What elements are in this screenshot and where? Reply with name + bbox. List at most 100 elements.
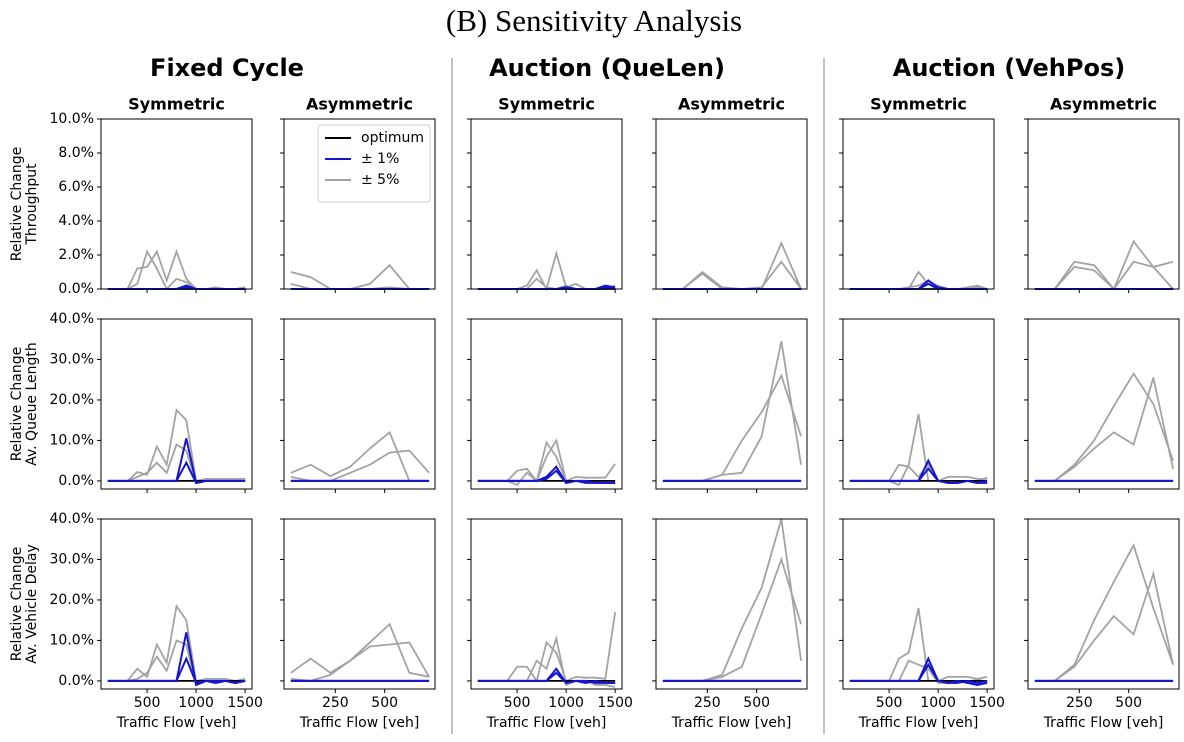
- x-tick-label: 500: [876, 695, 903, 711]
- column-title: Asymmetric: [1050, 95, 1157, 114]
- y-axis-label: Throughput: [24, 163, 40, 246]
- x-tick-label: 500: [743, 695, 770, 711]
- x-axis-label: Traffic Flow [veh]: [671, 715, 792, 731]
- axes-frame: [100, 318, 253, 490]
- x-axis-label: Traffic Flow [veh]: [116, 715, 237, 731]
- series-line: [107, 603, 246, 682]
- series-line: [662, 260, 802, 290]
- x-axis-label: Traffic Flow [veh]: [299, 715, 420, 731]
- series-line: [662, 518, 802, 682]
- group-title: Fixed Cycle: [150, 54, 304, 82]
- y-tick-label: 20.0%: [50, 392, 94, 408]
- axes-frame: [655, 318, 808, 490]
- series-line: [477, 469, 616, 485]
- y-tick-label: 40.0%: [50, 511, 94, 527]
- y-tick-label: 10.0%: [50, 111, 94, 127]
- column-title: Asymmetric: [306, 95, 413, 114]
- axes-frame: [655, 118, 808, 290]
- x-axis-label: Traffic Flow [veh]: [1043, 715, 1164, 731]
- y-axis-label: Av. Queue Length: [24, 342, 40, 466]
- x-tick-label: 1500: [597, 695, 633, 711]
- axes-frame: [100, 518, 253, 690]
- series-line: [662, 556, 802, 682]
- x-tick-label: 500: [134, 695, 161, 711]
- axes-frame: [1027, 118, 1180, 290]
- series-line: [662, 341, 802, 482]
- series-line: [662, 240, 802, 290]
- legend-label: optimum: [361, 130, 424, 146]
- x-tick-label: 1000: [178, 695, 214, 711]
- series-line: [1034, 543, 1174, 682]
- x-axis-label: Traffic Flow [veh]: [486, 715, 607, 731]
- group-title: Auction (VehPos): [893, 54, 1125, 82]
- column-title: Symmetric: [870, 95, 967, 114]
- y-tick-label: 6.0%: [58, 179, 94, 195]
- group-title: Auction (QueLen): [489, 54, 725, 82]
- x-tick-label: 250: [694, 695, 721, 711]
- series-line: [107, 656, 246, 685]
- axes-frame: [100, 118, 253, 290]
- series-line: [1034, 570, 1174, 682]
- axes-frame: [842, 518, 995, 690]
- series-line: [477, 671, 616, 685]
- series-line: [107, 408, 246, 482]
- legend-label: ± 5%: [361, 172, 399, 188]
- x-tick-label: 1000: [920, 695, 956, 711]
- y-tick-label: 2.0%: [58, 247, 94, 263]
- series-line: [107, 249, 246, 291]
- series-line: [107, 460, 246, 485]
- series-line: [849, 662, 988, 686]
- axes-frame: [283, 518, 436, 690]
- x-tick-label: 1500: [969, 695, 1005, 711]
- x-tick-label: 500: [504, 695, 531, 711]
- y-axis-label: Relative Change: [9, 547, 25, 662]
- series-line: [477, 277, 616, 290]
- y-axis-label: Av. Vehicle Delay: [24, 544, 40, 664]
- series-line: [1034, 260, 1174, 291]
- axes-frame: [842, 318, 995, 490]
- y-tick-label: 10.0%: [50, 632, 94, 648]
- series-line: [477, 440, 616, 483]
- y-tick-label: 0.0%: [58, 281, 94, 297]
- figure-title: (B) Sensitivity Analysis: [446, 3, 742, 38]
- series-line: [107, 248, 246, 290]
- x-tick-label: 250: [322, 695, 349, 711]
- axes-frame: [283, 318, 436, 490]
- y-tick-label: 4.0%: [58, 213, 94, 229]
- column-title: Symmetric: [498, 95, 595, 114]
- series-line: [1034, 239, 1174, 291]
- x-tick-label: 250: [1066, 695, 1093, 711]
- series-line: [290, 430, 430, 482]
- y-tick-label: 20.0%: [50, 592, 94, 608]
- axes-frame: [470, 518, 623, 690]
- y-tick-label: 0.0%: [58, 673, 94, 689]
- axes-frame: [842, 118, 995, 290]
- legend-label: ± 1%: [361, 151, 399, 167]
- series-line: [1034, 371, 1174, 482]
- series-line: [849, 463, 988, 482]
- series-line: [662, 373, 802, 482]
- series-line: [290, 622, 430, 678]
- series-line: [290, 641, 430, 682]
- x-tick-label: 1000: [548, 695, 584, 711]
- x-tick-label: 1500: [227, 695, 263, 711]
- series-line: [849, 607, 988, 682]
- x-tick-label: 500: [371, 695, 398, 711]
- axes-frame: [655, 518, 808, 690]
- y-tick-label: 30.0%: [50, 551, 94, 567]
- x-axis-label: Traffic Flow [veh]: [858, 715, 979, 731]
- y-axis-label: Relative Change: [9, 347, 25, 462]
- axes-frame: [1027, 318, 1180, 490]
- column-title: Symmetric: [128, 95, 225, 114]
- y-axis-label: Relative Change: [9, 147, 25, 262]
- y-tick-label: 0.0%: [58, 473, 94, 489]
- axes-frame: [283, 118, 436, 290]
- series-line: [849, 413, 988, 487]
- series-line: [477, 249, 616, 292]
- x-tick-label: 500: [1115, 695, 1142, 711]
- y-tick-label: 8.0%: [58, 145, 94, 161]
- series-line: [477, 611, 617, 684]
- series-line: [290, 263, 430, 290]
